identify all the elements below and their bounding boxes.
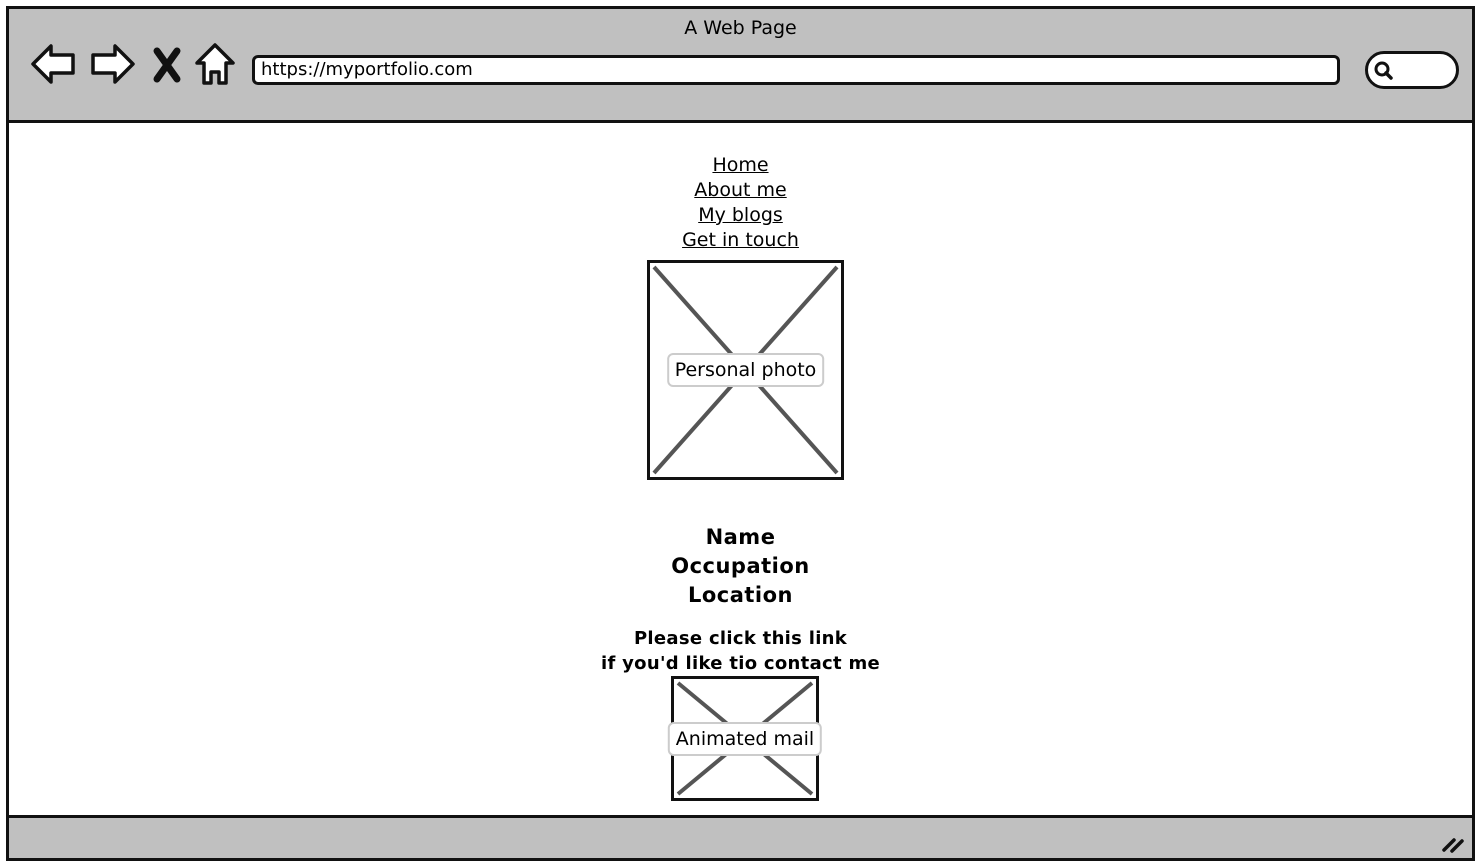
profile-location: Location: [687, 583, 794, 607]
animated-mail-link[interactable]: Animated mail: [667, 676, 823, 801]
browser-window: A Web Page https://myportfolio.com Home …: [6, 6, 1475, 861]
page-content: Home About me My blogs Get in touch Pers…: [9, 123, 1472, 815]
url-input[interactable]: https://myportfolio.com: [252, 55, 1340, 85]
search-field[interactable]: [1365, 51, 1459, 89]
site-nav: Home About me My blogs Get in touch: [9, 153, 1472, 253]
photo-label: Personal photo: [666, 353, 825, 387]
contact-text: Please click this link if you'd like tio…: [9, 626, 1472, 676]
nav-link-contact[interactable]: Get in touch: [682, 229, 799, 251]
close-icon[interactable]: [149, 39, 185, 89]
browser-titlebar: A Web Page https://myportfolio.com: [9, 9, 1472, 123]
profile-occupation: Occupation: [671, 554, 810, 578]
resize-grip-icon[interactable]: [1440, 830, 1466, 854]
home-icon[interactable]: [193, 39, 237, 89]
status-bar: [9, 815, 1472, 858]
personal-photo: Personal photo: [647, 260, 844, 480]
search-icon: [1374, 61, 1393, 80]
nav-link-about[interactable]: About me: [694, 179, 787, 201]
forward-arrow-icon[interactable]: [87, 39, 137, 89]
profile-name: Name: [705, 525, 776, 549]
window-title: A Web Page: [684, 17, 797, 39]
mail-label: Animated mail: [667, 721, 823, 756]
contact-line-1: Please click this link: [633, 628, 848, 649]
profile-info: Name Occupation Location: [9, 523, 1472, 610]
nav-link-blogs[interactable]: My blogs: [698, 204, 783, 226]
back-arrow-icon[interactable]: [29, 39, 79, 89]
nav-link-home[interactable]: Home: [712, 154, 769, 176]
contact-line-2: if you'd like tio contact me: [600, 653, 881, 674]
